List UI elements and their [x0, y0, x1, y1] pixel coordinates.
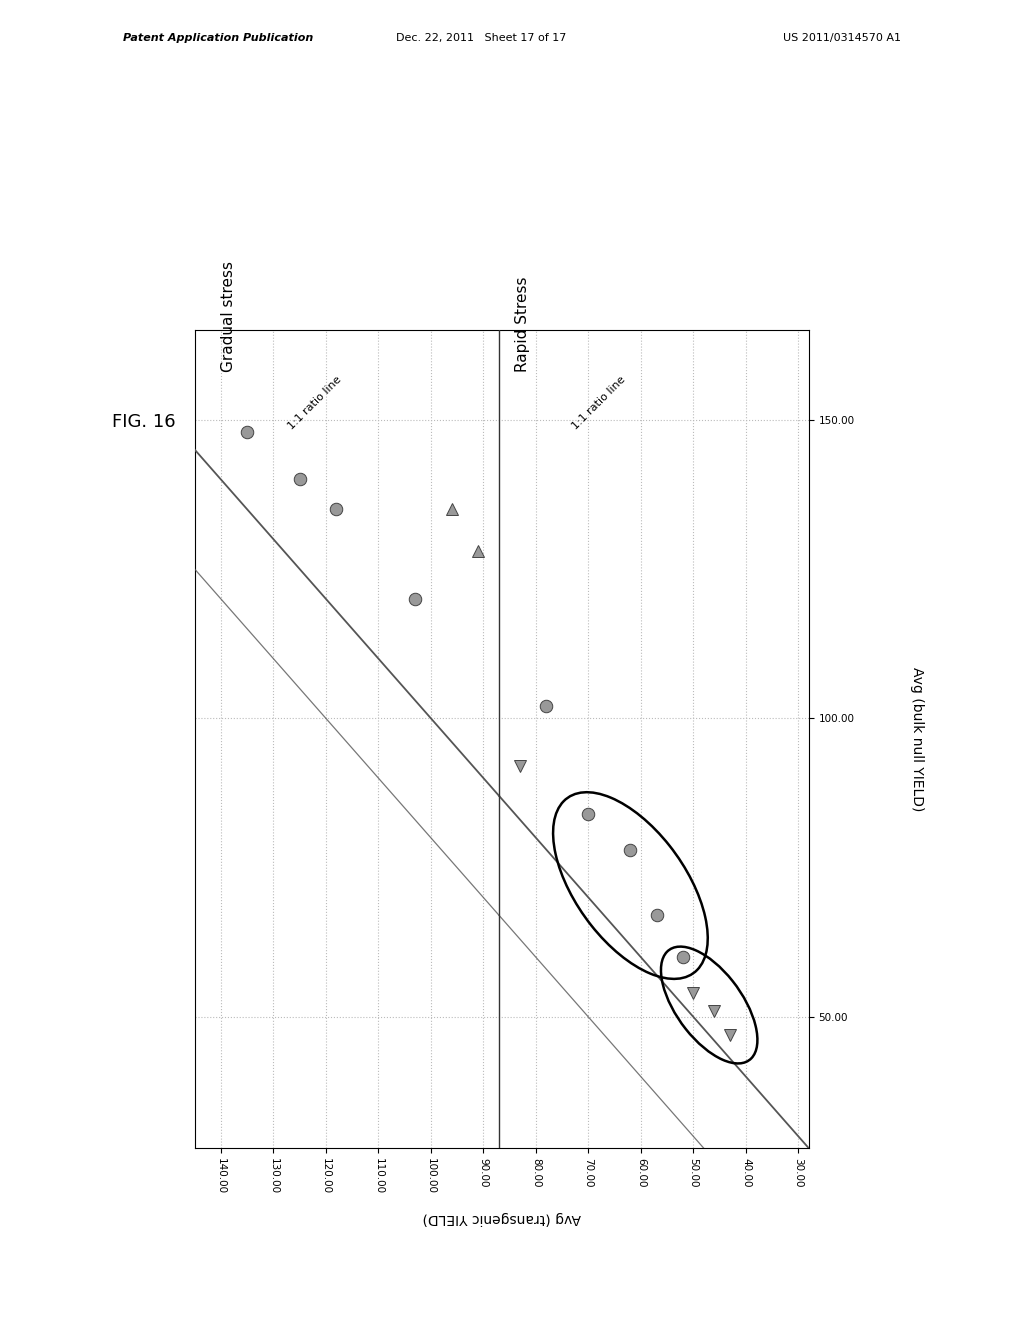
X-axis label: Avg (transgenic YIELD): Avg (transgenic YIELD)	[423, 1210, 581, 1225]
Text: Rapid Stress: Rapid Stress	[515, 276, 529, 372]
Text: FIG. 16: FIG. 16	[112, 413, 175, 432]
Text: 1:1 ratio line: 1:1 ratio line	[570, 375, 628, 432]
Y-axis label: Avg (bulk null YIELD): Avg (bulk null YIELD)	[910, 667, 925, 812]
Text: 1:1 ratio line: 1:1 ratio line	[287, 375, 344, 432]
Text: Dec. 22, 2011   Sheet 17 of 17: Dec. 22, 2011 Sheet 17 of 17	[396, 33, 566, 44]
Text: US 2011/0314570 A1: US 2011/0314570 A1	[783, 33, 901, 44]
Text: Patent Application Publication: Patent Application Publication	[123, 33, 313, 44]
Text: Gradual stress: Gradual stress	[221, 261, 236, 372]
